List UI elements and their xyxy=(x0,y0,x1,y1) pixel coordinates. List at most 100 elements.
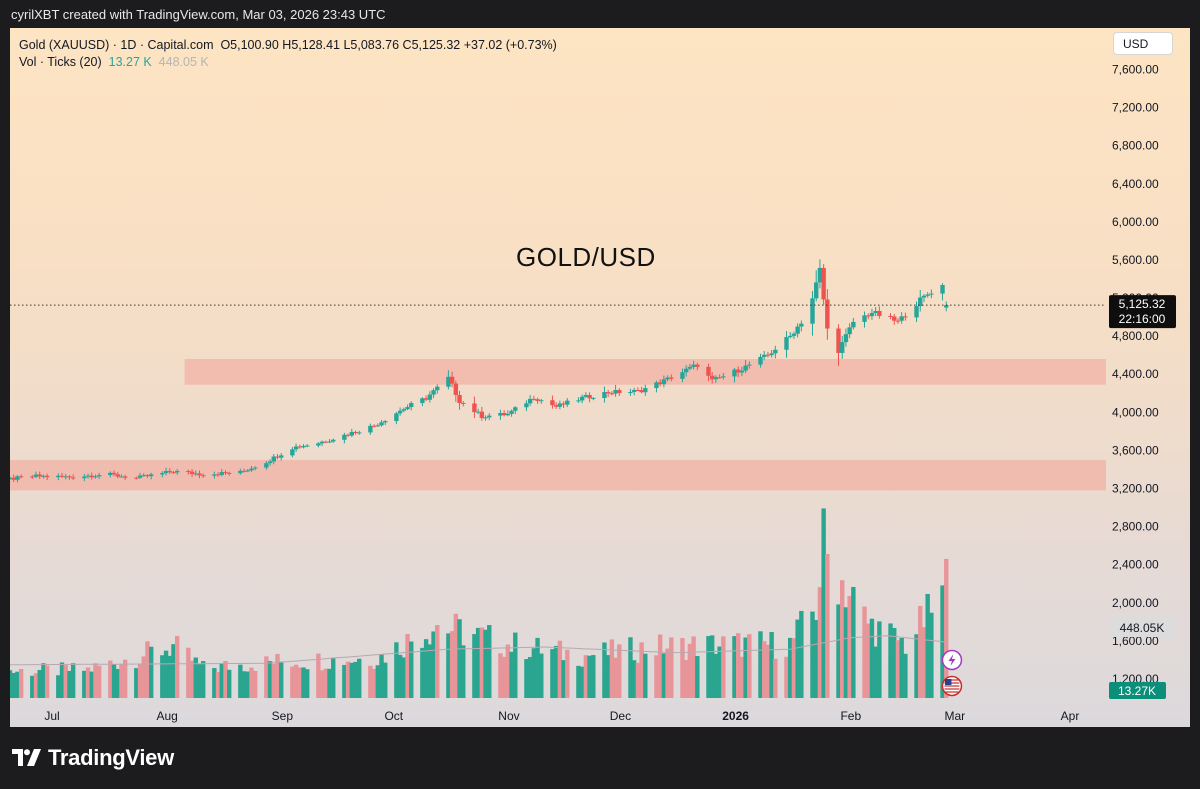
volume-bar xyxy=(70,663,76,698)
currency-button[interactable]: USD xyxy=(1113,32,1173,55)
candle-body xyxy=(405,407,410,410)
volume-bar xyxy=(41,663,46,698)
candle xyxy=(267,459,273,466)
candle-body xyxy=(394,413,399,422)
candle xyxy=(553,402,559,409)
tradingview-logo[interactable]: TradingView xyxy=(12,745,174,771)
volume-bar xyxy=(654,655,659,698)
candle xyxy=(275,453,280,460)
candle-body xyxy=(498,412,503,416)
volume-bar xyxy=(773,658,778,698)
candle-body xyxy=(709,375,715,380)
candle xyxy=(758,353,763,368)
candle-body xyxy=(914,306,919,318)
y-axis-tick-label: 6,800.00 xyxy=(1112,139,1159,153)
candle xyxy=(739,366,745,377)
candle-body xyxy=(557,403,563,407)
candle-body xyxy=(145,475,150,477)
volume-bar xyxy=(122,659,128,698)
volume-bar xyxy=(475,627,481,698)
candle xyxy=(814,270,819,302)
candle-body xyxy=(290,449,295,456)
volume-bar xyxy=(323,668,328,698)
volume-bar xyxy=(914,634,919,698)
volume-bar xyxy=(163,650,169,698)
candle-body xyxy=(821,267,826,300)
volume-bar xyxy=(301,667,306,698)
legend-symbol[interactable]: Gold (XAUUSD) · 1D · Capital.com xyxy=(19,38,214,52)
candle xyxy=(453,380,459,402)
volume-bar xyxy=(810,611,815,698)
candle-body xyxy=(788,335,793,338)
candle-body xyxy=(761,354,767,357)
candle-body xyxy=(784,337,789,350)
chart-frame: 7,600.00 7,200.00 6,800.00 6,400.00 6,000.00… xyxy=(10,28,1190,727)
volume-bar xyxy=(383,662,388,698)
volume-bar xyxy=(788,637,793,698)
candle xyxy=(446,370,451,390)
candle-body xyxy=(758,356,763,365)
volume-bar xyxy=(513,632,518,698)
candle-body xyxy=(479,411,485,419)
volume-bar xyxy=(524,659,529,698)
volume-bar xyxy=(709,635,715,698)
volume-bar xyxy=(271,663,276,698)
volume-label: 13.27K xyxy=(1118,684,1156,698)
volume-bar xyxy=(111,664,117,698)
candle-body xyxy=(200,475,206,477)
volume-bar xyxy=(739,656,745,698)
candle xyxy=(791,331,797,339)
candle-body xyxy=(921,295,927,298)
volume-bar xyxy=(579,666,585,698)
y-axis-tick-label: 2,000.00 xyxy=(1112,596,1159,610)
candle xyxy=(903,312,908,321)
candle-body xyxy=(264,463,269,468)
candle xyxy=(472,396,477,419)
volume-bar xyxy=(602,642,607,698)
candle xyxy=(825,289,830,340)
candle xyxy=(368,423,373,435)
candle-body xyxy=(550,400,555,406)
candle-body xyxy=(323,441,328,443)
candle-body xyxy=(795,326,800,334)
volume-bar xyxy=(661,653,667,698)
candle xyxy=(535,397,540,404)
volume-bar xyxy=(765,644,771,698)
candle xyxy=(163,467,169,476)
candle-body xyxy=(56,475,61,478)
candle-body xyxy=(773,349,778,354)
price-chart[interactable]: 7,600.00 7,200.00 6,800.00 6,400.00 6,000.00… xyxy=(10,28,1190,727)
candle xyxy=(271,454,276,465)
candle xyxy=(59,472,65,478)
candle-body xyxy=(279,455,284,458)
candle-body xyxy=(929,293,934,295)
volume-bar xyxy=(903,653,908,698)
candle xyxy=(576,397,581,403)
candle xyxy=(305,444,310,448)
volume-bar xyxy=(11,672,16,698)
legend-volume-label[interactable]: Vol · Ticks (20) xyxy=(19,55,102,69)
candle xyxy=(617,388,622,396)
candle-body xyxy=(401,409,407,411)
candle xyxy=(609,391,615,396)
candle-body xyxy=(108,472,113,476)
candle xyxy=(401,407,407,413)
volume-bar xyxy=(171,644,176,698)
volume-bar xyxy=(331,657,336,698)
volume-bar xyxy=(409,641,414,698)
volume-bar xyxy=(453,613,459,698)
candle xyxy=(18,474,24,479)
candle xyxy=(836,324,841,366)
y-axis-tick-label: 2,800.00 xyxy=(1112,520,1159,534)
candle xyxy=(200,473,206,478)
candle xyxy=(888,313,893,320)
candle-body xyxy=(293,446,299,450)
candle-body xyxy=(427,394,433,400)
candle xyxy=(717,374,722,379)
volume-bar xyxy=(15,671,20,698)
volume-bar xyxy=(799,610,804,698)
candle xyxy=(67,474,72,480)
volume-bar xyxy=(342,664,347,698)
volume-bar xyxy=(227,669,232,698)
volume-bar xyxy=(423,639,429,698)
